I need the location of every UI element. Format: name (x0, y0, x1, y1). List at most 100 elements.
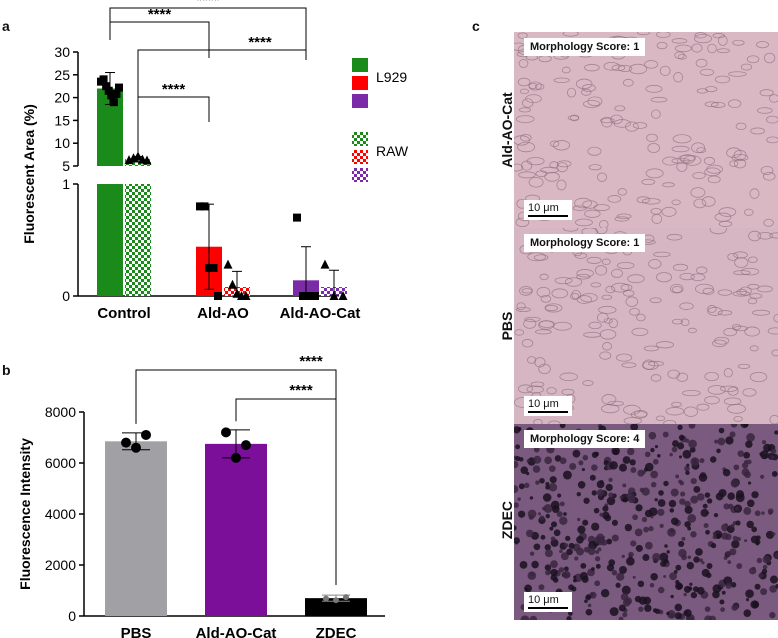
cell-debris (595, 550, 600, 554)
cell (707, 305, 717, 313)
cell (517, 77, 531, 87)
cell (570, 292, 580, 300)
cell (723, 397, 742, 406)
morphology-score-badge: Morphology Score: 1 (524, 38, 646, 56)
cell (659, 65, 671, 76)
cell-debris (593, 507, 600, 514)
cell-debris (644, 451, 651, 458)
cell-debris (735, 493, 745, 503)
data-point (293, 213, 301, 222)
cell-debris (539, 515, 545, 521)
cell-debris (602, 505, 609, 512)
cell-debris (692, 586, 699, 593)
significance-bracket (109, 7, 307, 52)
cell (645, 168, 664, 179)
cell-debris (579, 571, 588, 580)
cell-debris (702, 503, 708, 509)
cell (620, 284, 633, 291)
cell-debris (557, 493, 562, 498)
cell-debris (618, 604, 626, 612)
cell-debris (731, 540, 740, 549)
micrograph-pbs: Morphology Score: 1 10 μm (514, 228, 778, 424)
cell (564, 277, 583, 287)
cell (707, 306, 723, 316)
cell (590, 282, 602, 288)
cell-debris (628, 551, 634, 558)
data-point (214, 292, 222, 300)
cell-debris (701, 561, 705, 565)
cell (733, 251, 748, 259)
cell (690, 187, 706, 198)
cell (528, 177, 544, 188)
data-point (223, 259, 233, 269)
cell (710, 101, 726, 108)
legend-swatch (352, 150, 368, 164)
cell-debris (619, 495, 623, 499)
cell (696, 88, 709, 94)
cell-debris (517, 510, 526, 518)
cell (704, 167, 721, 177)
cell-debris (725, 436, 734, 445)
cell-debris (754, 510, 761, 517)
legend-swatch (352, 132, 368, 146)
cell-debris (650, 447, 655, 453)
cell (666, 233, 683, 241)
cell-debris (676, 583, 683, 590)
cell (581, 88, 592, 96)
y-tick-label: 25 (54, 67, 70, 83)
cell (723, 368, 733, 378)
cell-debris (719, 599, 725, 605)
cell (671, 318, 683, 325)
cell-debris (754, 583, 761, 590)
cell (523, 318, 537, 329)
cell (576, 269, 594, 278)
cell-debris (611, 519, 618, 526)
scale-bar: 10 μm (524, 396, 572, 416)
cell-debris (774, 552, 778, 560)
cell-debris (591, 522, 600, 531)
cell (598, 220, 609, 228)
cell-debris (514, 525, 517, 531)
cell-debris (733, 464, 740, 471)
cell (548, 420, 561, 424)
cell-debris (690, 477, 697, 485)
cell (747, 297, 758, 305)
cell (662, 156, 679, 166)
cell-debris (596, 480, 605, 489)
data-point (141, 429, 151, 440)
cell (526, 385, 544, 394)
bar (105, 441, 167, 616)
cell (522, 98, 534, 108)
cell (691, 43, 703, 53)
cell-debris (531, 560, 539, 569)
cell-debris (762, 564, 768, 570)
cell (601, 294, 613, 300)
cell-debris (629, 459, 636, 466)
cell (625, 296, 639, 307)
cell-debris (550, 568, 558, 577)
cell (729, 160, 739, 168)
cell (671, 285, 683, 294)
y-tick-label: 0 (62, 288, 70, 304)
data-point (99, 75, 108, 84)
cell-debris (545, 513, 550, 519)
cell-debris (619, 565, 627, 574)
cell-debris (591, 490, 597, 496)
cell-debris (688, 439, 697, 449)
cell (518, 171, 536, 179)
cell (514, 163, 524, 172)
cell (544, 171, 560, 182)
cell-debris (669, 452, 673, 457)
cell (519, 88, 529, 94)
cell-debris (580, 562, 587, 569)
cell-debris (706, 498, 713, 504)
panel-label-b: b (2, 362, 11, 378)
cell-debris (514, 485, 519, 494)
cell-debris (657, 586, 665, 594)
cell-debris (529, 615, 538, 620)
cell-debris (632, 575, 636, 579)
cell (587, 146, 602, 156)
cell-debris (632, 514, 638, 521)
cell-debris (601, 535, 605, 539)
scale-bar: 10 μm (524, 200, 572, 220)
